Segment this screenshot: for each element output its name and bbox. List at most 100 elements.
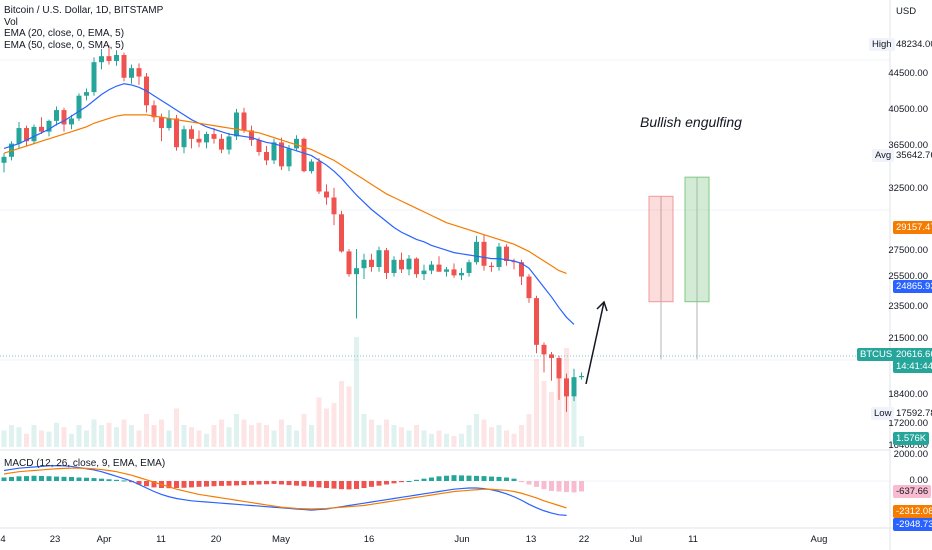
volume-bar bbox=[414, 425, 419, 447]
projection-candle-body bbox=[684, 176, 710, 303]
macd-hist-tag: -2312.08 bbox=[893, 505, 932, 518]
candle-body bbox=[294, 138, 299, 149]
candle-body bbox=[414, 258, 419, 275]
macd-histogram-bar bbox=[181, 481, 187, 488]
time-tick: 20 bbox=[210, 534, 222, 545]
candle-body bbox=[106, 56, 112, 61]
volume-bar bbox=[39, 430, 44, 447]
candle-body bbox=[181, 129, 187, 148]
candle-body bbox=[129, 68, 134, 78]
macd-histogram-bar bbox=[549, 481, 554, 491]
macd-histogram-bar bbox=[399, 481, 404, 483]
volume-label[interactable]: Vol bbox=[4, 16, 18, 28]
volume-bar bbox=[271, 430, 277, 447]
volume-bar bbox=[264, 425, 269, 447]
macd-histogram-bar bbox=[279, 481, 284, 485]
macd-histogram-bar bbox=[309, 481, 314, 487]
volume-bar bbox=[91, 419, 97, 447]
macd-signal-tag: -637.66 bbox=[893, 485, 932, 498]
macd-histogram-bar bbox=[444, 475, 449, 481]
candle-body bbox=[451, 269, 457, 276]
candles bbox=[1, 45, 584, 412]
macd-histogram-bar bbox=[46, 476, 52, 481]
macd-histogram-bar bbox=[256, 481, 262, 485]
macd-histogram-bar bbox=[316, 481, 322, 488]
macd-tick: 2000.00 bbox=[893, 449, 928, 460]
volume-bar bbox=[234, 414, 239, 447]
candle-body bbox=[256, 140, 262, 153]
candle-body bbox=[241, 112, 247, 131]
candle-body bbox=[84, 92, 89, 96]
macd-histogram-bar bbox=[69, 477, 74, 481]
volume-bar bbox=[526, 414, 532, 447]
volume-tag: 1.576K bbox=[893, 432, 930, 445]
volume-bar bbox=[421, 430, 427, 447]
candle-body bbox=[204, 134, 209, 143]
volume-bar bbox=[504, 430, 509, 447]
time-tick: 11 bbox=[156, 534, 166, 545]
macd-histogram-bar bbox=[99, 478, 104, 481]
candle-body bbox=[69, 118, 74, 125]
price-tick: 40500.00 bbox=[888, 104, 928, 115]
macd-histogram-bar bbox=[429, 477, 434, 481]
candle-body bbox=[369, 259, 374, 267]
volume-bar bbox=[9, 425, 14, 447]
candle-body bbox=[166, 118, 172, 129]
annotation-bullish-engulfing[interactable]: Bullish engulfing bbox=[640, 114, 742, 130]
volume-bar bbox=[189, 427, 194, 447]
candle-body bbox=[264, 152, 269, 161]
macd-histogram-bar bbox=[511, 478, 517, 481]
volume-bar bbox=[331, 403, 337, 447]
volume-bar bbox=[339, 381, 344, 447]
time-tick: 4 bbox=[0, 534, 6, 545]
candle-body bbox=[121, 54, 127, 78]
price-tick: 23500.00 bbox=[888, 301, 928, 312]
volume-bar bbox=[571, 392, 577, 447]
candle-body bbox=[226, 136, 232, 150]
volume-bar bbox=[61, 427, 67, 447]
macd-histogram-bar bbox=[376, 481, 382, 486]
symbol-tag: BTCUSD bbox=[857, 348, 903, 361]
macd-histogram-bar bbox=[16, 476, 22, 481]
candle-body bbox=[61, 110, 67, 125]
macd-histogram-bar bbox=[249, 481, 254, 485]
volume-bar bbox=[489, 427, 494, 447]
macd-histogram-bar bbox=[91, 478, 97, 481]
macd-histogram-bar bbox=[541, 481, 547, 490]
volume-bar bbox=[324, 408, 329, 447]
candle-body bbox=[339, 214, 344, 252]
ema20-label[interactable]: EMA (20, close, 0, EMA, 5) bbox=[4, 28, 125, 39]
macd-tick: 0.00 bbox=[909, 475, 929, 486]
price-tick: 16400.00 bbox=[888, 440, 928, 451]
ema50-label[interactable]: EMA (50, close, 0, SMA, 5) bbox=[4, 39, 125, 51]
macd-histogram-bar bbox=[121, 480, 127, 482]
candle-body bbox=[399, 259, 404, 270]
volume-bar bbox=[196, 430, 202, 447]
time-tick: Jun bbox=[454, 534, 470, 545]
volume-bar bbox=[549, 392, 554, 447]
macd-histogram-bar bbox=[211, 481, 217, 487]
macd-histogram-bar bbox=[114, 479, 119, 481]
macd-histogram-bar bbox=[264, 481, 269, 485]
macd-histogram-bar bbox=[226, 481, 232, 486]
time-tick: May bbox=[272, 534, 290, 545]
time-tick: 22 bbox=[578, 534, 590, 545]
candle-body bbox=[301, 138, 307, 172]
symbol-title[interactable]: Bitcoin / U.S. Dollar, 1D, BITSTAMP bbox=[4, 5, 164, 16]
candle-body bbox=[234, 112, 239, 137]
candle-body bbox=[361, 259, 367, 269]
candle-body bbox=[31, 126, 37, 142]
avg-value: 35642.76 bbox=[896, 150, 932, 161]
macd-histogram-bar bbox=[219, 481, 224, 486]
volume-bar bbox=[211, 425, 217, 447]
candle-body bbox=[346, 251, 352, 275]
arrow-head-icon bbox=[596, 300, 608, 312]
macd-histogram-bar bbox=[39, 475, 44, 481]
volume-bar bbox=[99, 425, 104, 447]
ema20-price-tag: 24865.93 bbox=[893, 280, 932, 293]
volume-bar bbox=[376, 425, 382, 447]
macd-histogram-bar bbox=[339, 481, 344, 490]
macd-legend[interactable]: MACD (12, 26, close, 9, EMA, EMA) bbox=[4, 458, 166, 469]
macd-histogram-bar bbox=[466, 475, 472, 481]
